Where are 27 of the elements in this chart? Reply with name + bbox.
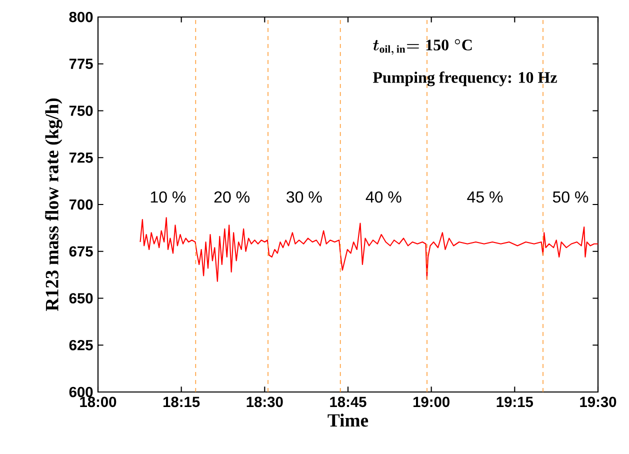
annotation: Pumping frequency: 10 Hz [372, 71, 557, 86]
x-tick-label: 18:45 [330, 396, 366, 408]
annotation: $t_{\mathrm{oil,\,in}}\mathrm{=150\;^{\circ}C}$ [373, 39, 472, 55]
y-tick-label: 675 [69, 246, 93, 257]
x-tick-label: 18:30 [246, 396, 283, 408]
y-tick-label: 650 [69, 293, 93, 304]
y-tick-label: 725 [69, 152, 93, 163]
x-tick-label: 19:30 [580, 396, 616, 408]
line-series [140, 217, 598, 282]
annotation: 20 % [214, 191, 250, 203]
y-tick-label: 700 [69, 199, 93, 210]
y-axis-title: R123 mass flow rate (kg/h) [45, 98, 62, 311]
x-tick-label: 18:00 [80, 396, 116, 408]
y-tick-label: 600 [69, 386, 93, 398]
x-axis-title: Time [328, 414, 368, 427]
y-tick-label: 625 [69, 340, 93, 350]
y-tick-label: 775 [69, 58, 93, 69]
x-tick-label: 19:00 [414, 396, 450, 408]
annotation: 40 % [366, 191, 402, 203]
x-tick-label: 19:15 [496, 396, 533, 408]
annotation: 10 % [150, 191, 186, 203]
annotation: 45 % [467, 191, 503, 203]
x-tick-label: 18:15 [163, 396, 200, 408]
y-tick-label: 800 [69, 12, 93, 22]
annotation: 30 % [286, 191, 322, 203]
annotation: 50 % [552, 191, 588, 203]
y-tick-label: 750 [69, 106, 93, 116]
